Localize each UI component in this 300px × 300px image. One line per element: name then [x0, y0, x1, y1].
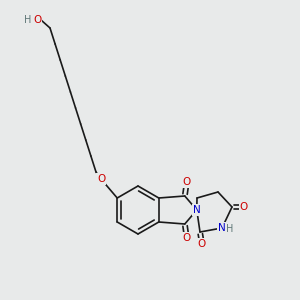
Text: O: O	[183, 177, 191, 187]
Text: H: H	[226, 224, 234, 234]
Text: O: O	[33, 15, 41, 25]
Text: O: O	[240, 202, 248, 212]
Text: O: O	[97, 174, 105, 184]
Text: H: H	[24, 15, 32, 25]
Text: N: N	[193, 205, 201, 215]
Text: N: N	[218, 223, 226, 233]
Text: O: O	[183, 233, 191, 243]
Text: O: O	[198, 239, 206, 249]
